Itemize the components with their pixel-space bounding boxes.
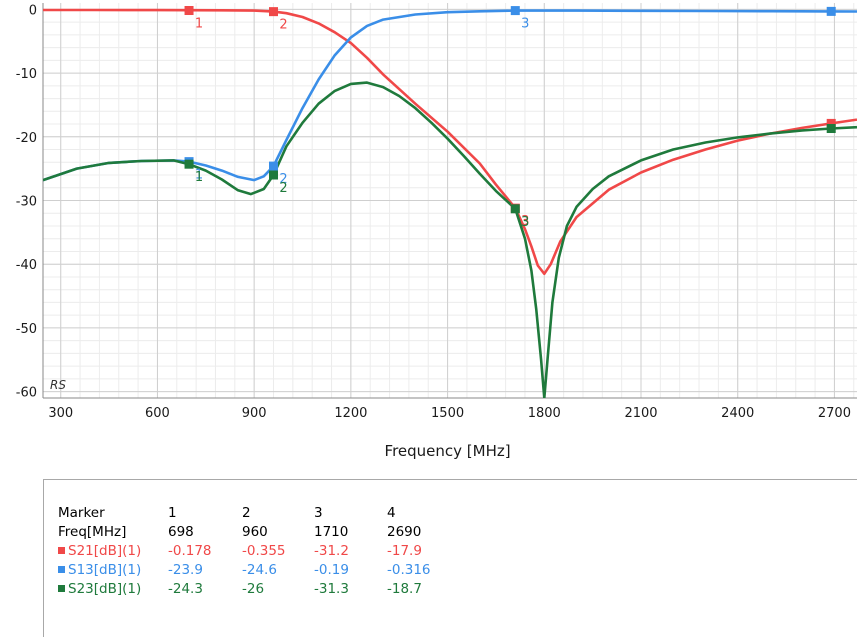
s21-value-2: -0.355 [242,543,286,559]
x-axis-title: Frequency [MHz] [385,442,511,460]
marker-point-s21-1 [184,6,194,16]
marker-point-s21-4 [826,118,836,128]
marker-id-1: 1 [168,505,177,521]
chart-plot: 0 -10 -20 -30 -40 -50 -60 300 600 900 1200 1500 1800… [16,3,857,460]
s13-value-2: -24.6 [242,562,277,578]
y-tick-label: -20 [16,131,37,146]
marker-point-s13-2 [268,161,278,171]
marker-point-s13-3 [510,6,520,16]
marker-point-s23-3 [510,204,520,214]
s23-value-4: -18.7 [387,581,422,597]
legend-swatch-s23 [58,585,65,592]
corner-label: RS [50,378,66,392]
marker-label-s13-1: 1 [195,168,203,183]
series-line-s13 [43,9,857,182]
y-tick-label: -50 [16,322,37,337]
s23-value-2: -26 [242,581,265,597]
marker-label-s21-1: 1 [195,17,203,32]
y-tick-label: -60 [16,386,37,401]
marker-point-s21-2 [268,7,278,17]
marker-label-s23-2: 2 [279,181,287,196]
marker-label-s13-3: 3 [521,17,529,32]
x-tick-label: 900 [242,406,267,421]
x-tick-label: 2100 [624,406,657,421]
x-tick-label: 2700 [818,406,851,421]
y-tick-label: -40 [16,258,37,273]
freq-value-1: 698 [168,524,194,540]
marker-id-3: 3 [314,505,323,521]
trace-label-s13: S13[dB](1) [58,560,158,580]
trace-name-s23: S23[dB](1) [68,581,142,597]
trace-name-s13: S13[dB](1) [68,562,142,578]
legend-swatch-s13 [58,566,65,573]
s13-value-1: -23.9 [168,562,203,578]
marker-label-s23-1: 1 [195,170,203,185]
x-tick-label: 1800 [528,406,561,421]
s23-value-3: -31.3 [314,581,349,597]
s21-value-4: -17.9 [387,543,422,559]
x-tick-label: 2400 [721,406,754,421]
freq-value-3: 1710 [314,524,349,540]
marker-point-s23-4 [826,124,836,134]
marker-header-label: Marker [58,505,105,521]
x-tick-label: 1200 [334,406,367,421]
y-tick-label: -10 [16,67,37,82]
marker-id-2: 2 [242,505,251,521]
x-tick-label: 600 [145,406,170,421]
x-tick-label: 1500 [431,406,464,421]
marker-id-4: 4 [387,505,396,521]
trace-name-s21: S21[dB](1) [68,543,142,559]
marker-label-s21-3: 3 [521,214,529,229]
legend-swatch-s21 [58,547,65,554]
s13-value-4: -0.316 [387,562,431,578]
s13-value-3: -0.19 [314,562,349,578]
trace-label-s23: S23[dB](1) [58,579,158,599]
y-tick-label: -30 [16,195,37,210]
freq-value-2: 960 [242,524,268,540]
marker-point-s23-2 [268,170,278,180]
y-tick-label: 0 [29,3,37,18]
x-tick-label: 300 [48,406,73,421]
series-line-s23 [43,81,857,398]
freq-value-4: 2690 [387,524,422,540]
trace-label-s21: S21[dB](1) [58,541,158,561]
s21-value-3: -31.2 [314,543,349,559]
freq-label: Freq[MHz] [58,524,127,540]
marker-label-s21-2: 2 [279,18,287,33]
marker-point-s13-4 [826,6,836,16]
marker-label-s23-3: 3 [521,215,529,230]
marker-label-s13-2: 2 [279,172,287,187]
s21-value-1: -0.178 [168,543,212,559]
s23-value-1: -24.3 [168,581,203,597]
marker-point-s23-1 [184,159,194,169]
marker-table: Marker 1 2 3 4 Freq[MHz] 698 960 1710 26… [43,479,857,637]
series-line-s21 [43,8,857,276]
